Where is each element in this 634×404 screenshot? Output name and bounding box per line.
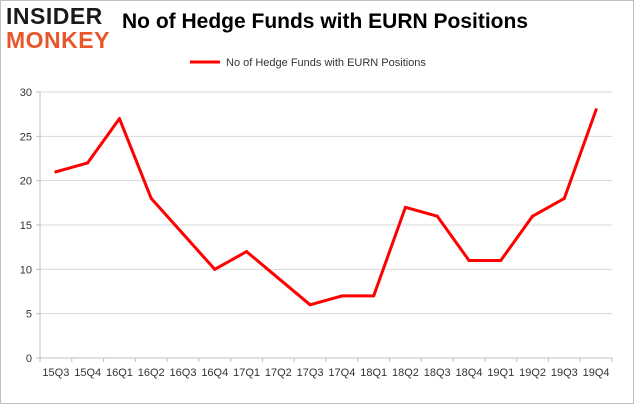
- logo-line-2: MONKEY: [6, 27, 110, 53]
- y-tick-label: 15: [20, 220, 32, 232]
- x-tick-label: 17Q1: [233, 367, 260, 379]
- data-point: [467, 258, 471, 262]
- chart-title: No of Hedge Funds with EURN Positions: [122, 10, 528, 33]
- data-point: [245, 250, 249, 254]
- insider-monkey-logo: INSIDER MONKEY: [6, 4, 116, 54]
- x-tick-label: 18Q1: [360, 367, 387, 379]
- x-tick-label: 16Q1: [106, 367, 133, 379]
- x-tick-label: 15Q3: [42, 367, 69, 379]
- x-tick-label: 17Q4: [328, 367, 355, 379]
- data-point: [86, 161, 90, 165]
- data-point: [435, 214, 439, 218]
- x-tick-label: 19Q1: [487, 367, 514, 379]
- data-point: [372, 294, 376, 298]
- y-tick-label: 0: [26, 353, 32, 365]
- data-point: [181, 232, 185, 236]
- data-point: [213, 267, 217, 271]
- y-tick-label: 10: [20, 264, 32, 276]
- x-tick-label: 15Q4: [74, 367, 101, 379]
- x-tick-label: 16Q3: [170, 367, 197, 379]
- data-point: [308, 303, 312, 307]
- data-point: [340, 294, 344, 298]
- data-point: [149, 196, 153, 200]
- data-point: [562, 196, 566, 200]
- y-tick-label: 25: [20, 131, 32, 143]
- x-tick-label: 19Q2: [519, 367, 546, 379]
- logo-line-1: INSIDER: [6, 3, 103, 29]
- data-point: [54, 170, 58, 174]
- x-tick-label: 18Q3: [424, 367, 451, 379]
- y-tick-label: 5: [26, 309, 32, 321]
- legend-label: No of Hedge Funds with EURN Positions: [226, 57, 426, 69]
- x-tick-label: 17Q2: [265, 367, 292, 379]
- x-tick-label: 18Q2: [392, 367, 419, 379]
- y-tick-label: 20: [20, 176, 32, 188]
- data-point: [117, 117, 121, 121]
- x-tick-label: 19Q3: [551, 367, 578, 379]
- data-point: [499, 258, 503, 262]
- series-line: [54, 108, 598, 307]
- x-tick-label: 16Q2: [138, 367, 165, 379]
- data-point: [531, 214, 535, 218]
- x-tick-label: 19Q4: [583, 367, 610, 379]
- y-tick-label: 30: [20, 87, 32, 99]
- data-point: [276, 276, 280, 280]
- data-point: [594, 108, 598, 112]
- x-tick-label: 16Q4: [201, 367, 228, 379]
- x-tick-label: 18Q4: [456, 367, 483, 379]
- data-point: [403, 205, 407, 209]
- x-tick-label: 17Q3: [297, 367, 324, 379]
